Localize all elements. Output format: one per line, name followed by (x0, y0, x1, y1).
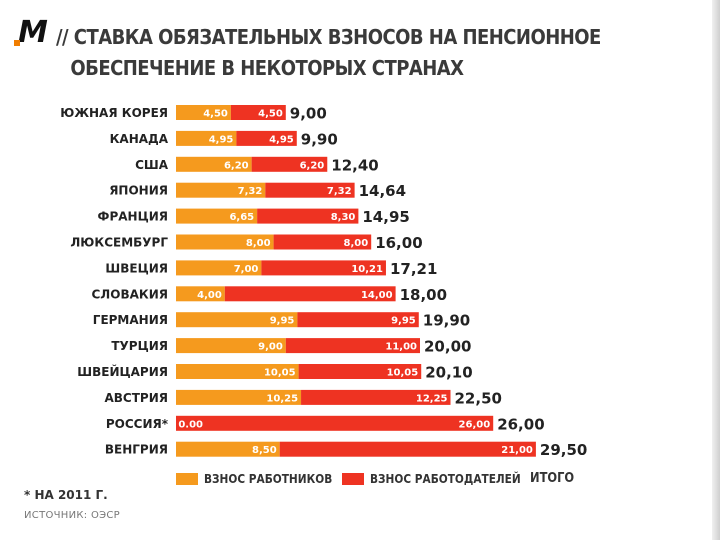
total-label: 19,90 (423, 312, 470, 330)
category-label: РОССИЯ* (106, 417, 169, 431)
category-label: СЛОВАКИЯ (92, 287, 169, 301)
total-label: 14,95 (362, 208, 409, 226)
category-label: ТУРЦИЯ (111, 339, 168, 353)
bar-employees (176, 286, 225, 302)
value-label-employers: 21,00 (501, 445, 533, 456)
bar-employers (251, 156, 328, 172)
legend-swatch-employers (342, 473, 364, 485)
bar-employers (261, 260, 386, 276)
category-label: США (135, 158, 169, 172)
bar-employees (176, 234, 274, 250)
category-label: ШВЕЙЦАРИЯ (77, 364, 168, 379)
bar-employees (176, 364, 299, 379)
bar-employers (176, 415, 494, 431)
total-label: 18,00 (400, 286, 447, 304)
category-label: ЛЮКСЕМБУРГ (70, 236, 168, 250)
value-label-employers: 14,00 (361, 290, 393, 301)
value-label-employers: 4,50 (258, 109, 283, 120)
title-line-1: // СТАВКА ОБЯЗАТЕЛЬНЫХ ВЗНОСОВ НА ПЕНСИО… (56, 25, 601, 49)
bar-employers (273, 234, 372, 250)
category-label: ГЕРМАНИЯ (93, 313, 168, 327)
value-label-employees: 4,95 (209, 134, 234, 145)
value-label-employees: 8,50 (252, 445, 277, 456)
bar-employers (297, 312, 419, 328)
bar-employees (176, 312, 298, 328)
category-label: АВСТРИЯ (104, 391, 168, 405)
value-label-employees: 8,00 (246, 238, 271, 249)
total-label: 20,10 (425, 364, 472, 382)
chart-title: // СТАВКА ОБЯЗАТЕЛЬНЫХ ВЗНОСОВ НА ПЕНСИО… (56, 22, 632, 84)
source-note: ИСТОЧНИК: ОЭСР (24, 510, 121, 521)
legend-label-employers: ВЗНОС РАБОТОДАТЕЛЕЙ (370, 472, 521, 486)
logo-dot (14, 40, 20, 46)
value-label-employees: 6,20 (224, 160, 249, 171)
legend-label-total: ИТОГО (530, 471, 575, 486)
bar-employees (176, 338, 286, 354)
value-label-employers: 11,00 (385, 342, 417, 353)
total-label: 9,00 (290, 105, 327, 123)
bar-employers (224, 286, 396, 302)
category-label: КАНАДА (110, 132, 169, 146)
value-label-employees: 9,00 (258, 342, 283, 353)
category-label: ВЕНГРИЯ (105, 443, 168, 457)
total-label: 14,64 (359, 182, 406, 200)
value-label-employers: 26,00 (459, 419, 491, 430)
value-label-employees: 7,32 (238, 186, 263, 197)
bar-employees (176, 156, 252, 172)
bar-employees (176, 182, 266, 198)
category-label: ФРАНЦИЯ (98, 210, 168, 224)
total-label: 9,90 (301, 130, 338, 148)
bar-employers (285, 338, 420, 354)
value-label-employers: 7,32 (327, 186, 352, 197)
bar-employers (236, 130, 297, 146)
bar-employees (176, 389, 302, 405)
value-label-employees: 7,00 (234, 264, 259, 275)
total-label: 17,21 (390, 260, 437, 278)
value-label-employers: 8,00 (344, 238, 369, 249)
value-label-employees: 4,50 (203, 109, 228, 120)
total-label: 26,00 (497, 415, 544, 433)
value-label-employers: 6,20 (300, 160, 325, 171)
value-label-employees: 10,05 (264, 368, 296, 379)
category-label: ЯПОНИЯ (109, 184, 168, 198)
value-label-employees: 10,25 (266, 393, 298, 404)
total-label: 20,00 (424, 338, 471, 356)
bar-employees (176, 441, 280, 457)
value-label-employees: 9,95 (270, 316, 295, 327)
total-label: 29,50 (540, 441, 587, 459)
legend-label-employees: ВЗНОС РАБОТНИКОВ (204, 472, 333, 486)
bar-employers (301, 389, 451, 405)
value-label-employers: 9,95 (391, 316, 416, 327)
bar-employers (298, 364, 422, 379)
legend: ВЗНОС РАБОТНИКОВ ВЗНОС РАБОТОДАТЕЛЕЙ ИТО… (176, 470, 616, 488)
value-label-employers: 8,30 (331, 212, 356, 223)
category-label: ШВЕЦИЯ (105, 261, 168, 275)
value-label-employees: 6,65 (229, 212, 254, 223)
value-label-employers: 10,05 (387, 368, 419, 379)
bar-employers (257, 208, 359, 224)
slide-right-edge (712, 0, 720, 540)
total-label: 16,00 (375, 234, 422, 252)
bar-employers (279, 441, 536, 457)
value-label-employees: 0.00 (178, 419, 203, 430)
bar-employees (176, 260, 262, 276)
bar-employees (176, 105, 231, 120)
value-label-employers: 10,21 (351, 264, 383, 275)
value-label-employers: 4,95 (269, 134, 294, 145)
footnote: * НА 2011 Г. (24, 488, 108, 502)
bar-employers (230, 105, 286, 120)
value-label-employees: 4,00 (197, 290, 222, 301)
bar-employees (176, 208, 258, 224)
value-label-employers: 12,25 (416, 393, 448, 404)
total-label: 12,40 (331, 156, 378, 174)
logo: M (18, 15, 48, 50)
legend-swatch-employees (176, 473, 198, 485)
category-label: ЮЖНАЯ КОРЕЯ (60, 106, 168, 120)
bar-employees (176, 130, 237, 146)
total-label: 22,50 (455, 389, 502, 407)
title-line-2: ОБЕСПЕЧЕНИЕ В НЕКОТОРЫХ СТРАНАХ (70, 56, 464, 80)
bar-employers (265, 182, 355, 198)
